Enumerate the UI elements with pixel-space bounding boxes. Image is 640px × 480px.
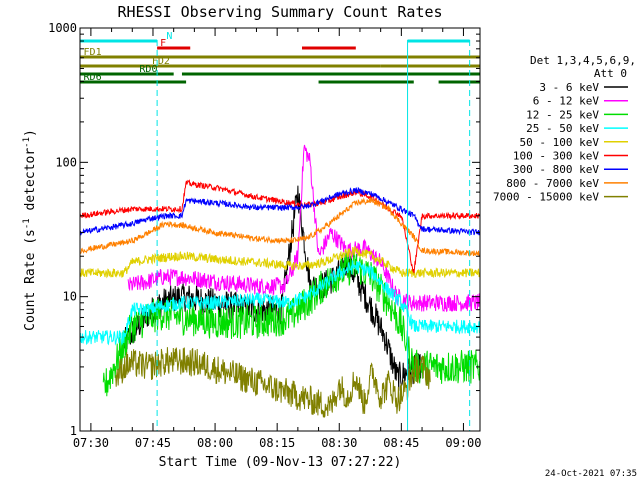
y-axis-label-mid: detector [23, 148, 38, 219]
legend-label-50-100-kev: 50 - 100 keV [520, 136, 600, 149]
flag-label-fd1: FD1 [84, 47, 102, 58]
series-25-50-kev [79, 259, 480, 346]
x-axis-label: Start Time (09-Nov-13 07:27:22) [159, 455, 402, 470]
legend-label-25-50-kev: 25 - 50 keV [526, 122, 599, 135]
legend-label-3-6-kev: 3 - 6 keV [539, 81, 599, 94]
cyan-markers [156, 40, 471, 431]
series-800-7000-kev [79, 197, 480, 257]
flag-label-fd2: FD2 [152, 56, 170, 67]
y-tick-label: 100 [55, 155, 77, 169]
x-tick-label: 08:30 [321, 436, 357, 450]
flag-label-rd6: RD6 [84, 72, 102, 83]
y-tick-label: 10 [63, 290, 77, 304]
data-series [79, 144, 481, 418]
x-tick-label: 07:30 [73, 436, 109, 450]
x-tick-label: 08:00 [197, 436, 233, 450]
chart-title: RHESSI Observing Summary Count Rates [117, 3, 442, 21]
legend-header-attenuator: Att 0 [594, 67, 627, 80]
y-tick-label: 1000 [48, 21, 77, 35]
legend-label-7000-15000-kev: 7000 - 15000 keV [493, 191, 599, 204]
series-7000-15000-kev [115, 347, 431, 418]
x-tick-label: 09:00 [445, 436, 481, 450]
x-tick-label: 08:15 [259, 436, 295, 450]
y-axis-label-sup2: -1 [22, 137, 32, 148]
flag-label-rd0: RD0 [139, 64, 157, 75]
y-tick-label: 1 [70, 424, 77, 438]
y-axis-label-sup1: -1 [22, 218, 32, 229]
legend-label-800-7000-kev: 800 - 7000 keV [506, 177, 599, 190]
x-tick-label: 08:45 [383, 436, 419, 450]
flag-label-n: N [166, 31, 172, 42]
plot-frame [79, 27, 481, 432]
y-axis-label: Count Rate (s-1 detector-1) [22, 129, 38, 331]
series-300-800-kev [79, 186, 480, 236]
legend-label-300-800-kev: 300 - 800 keV [513, 163, 599, 176]
flag-label-f: F [160, 38, 166, 49]
legend-header-detectors: Det 1,3,4,5,6,9, [530, 54, 636, 67]
series-6-12-kev [127, 144, 481, 313]
series-100-300-kev [79, 179, 480, 274]
legend-label-6-12-kev: 6 - 12 keV [533, 95, 600, 108]
legend-label-100-300-kev: 100 - 300 keV [513, 150, 599, 163]
y-axis-label-end: ) [23, 129, 38, 137]
legend-label-12-25-kev: 12 - 25 keV [526, 108, 599, 121]
x-tick-label: 07:45 [135, 436, 171, 450]
timestamp: 24-Oct-2021 07:35 [545, 469, 637, 479]
axis-ticks: 1 10 100 1000 07:30 07:45 08:00 08:15 08:30 08:45… [48, 21, 481, 450]
y-axis-label-main: Count Rate (s [23, 229, 38, 331]
